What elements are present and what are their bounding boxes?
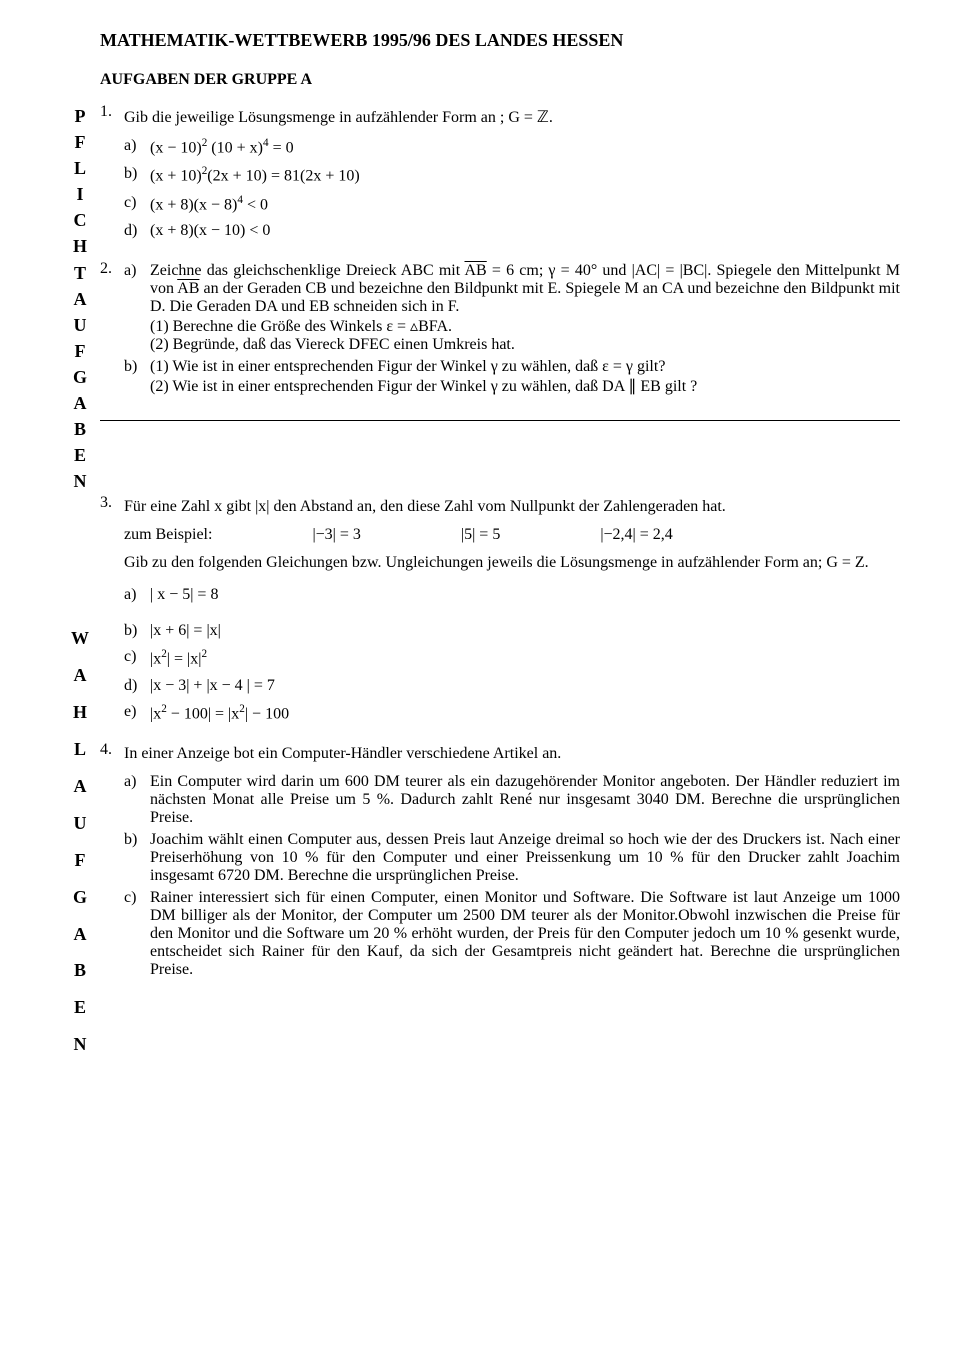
side-letter: A [60,768,100,805]
side-letter: C [60,207,100,233]
side-letter: E [60,442,100,468]
side-letter: B [60,952,100,989]
side-letter: F [60,842,100,879]
sub-label: d) [124,677,150,695]
task3-a: | x − 5| = 8 [150,586,900,604]
task1-a: (x − 10)2 (10 + x)4 = 0 [150,137,900,157]
task-number: 2. [100,260,124,406]
side-letter: G [60,879,100,916]
task2-a: Zeichne das gleichschenklige Dreieck ABC… [150,262,900,354]
sub-label: a) [124,137,150,157]
task4-a: Ein Computer wird darin um 600 DM teurer… [150,773,900,827]
side-letter: W [60,620,100,657]
side-letter: U [60,805,100,842]
task2-b-2: (2) Wie ist in einer entsprechenden Figu… [150,376,900,396]
side-letter: A [60,390,100,416]
task-4: 4. In einer Anzeige bot ein Computer-Hän… [100,741,900,989]
task-1: 1. Gib die jeweilige Lösungsmenge in auf… [100,103,900,250]
wahl-block: W A H L A U F G A B E N b) |x + 6| = |x|… [60,620,900,1063]
side-letter: L [60,155,100,181]
example-2: |5| = 5 [461,526,500,544]
page-title: MATHEMATIK-WETTBEWERB 1995/96 DES LANDES… [100,30,900,51]
side-letter: A [60,916,100,953]
wahl-sidecol: W A H L A U F G A B E N [60,620,100,1063]
section-divider [100,420,900,421]
side-letter: G [60,364,100,390]
task-2: 2. a) Zeichne das gleichschenklige Dreie… [100,260,900,406]
task4-c: Rainer interessiert sich für einen Compu… [150,889,900,979]
sub-label: b) [124,165,150,185]
segment-ab: AB [465,262,487,279]
pflicht-block: P F L I C H T A U F G A B E N 1. [60,103,900,494]
side-letter: N [60,468,100,494]
task1-b: (x + 10)2(2x + 10) = 81(2x + 10) [150,165,900,185]
z-symbol: ℤ [537,107,549,127]
task1-c: (x + 8)(x − 8)4 < 0 [150,194,900,214]
task3-line2: Gib zu den folgenden Gleichungen bzw. Un… [124,554,900,572]
segment-ab: AB [177,280,199,297]
sub-label: a) [124,586,150,604]
sub-label: c) [124,194,150,214]
sub-label: b) [124,831,150,885]
sub-label: a) [124,262,150,354]
side-letter: A [60,657,100,694]
task-number: 3. [100,494,124,614]
task3-d: |x − 3| + |x − 4 | = 7 [150,677,900,695]
sub-label: b) [124,622,150,640]
task-number: 1. [100,103,124,250]
side-letter: F [60,338,100,364]
sub-label: a) [124,773,150,827]
side-letter: T [60,260,100,286]
task1-d: (x + 8)(x − 10) < 0 [150,222,900,240]
side-letter: H [60,233,100,259]
task3-e: |x2 − 100| = |x2| − 100 [150,703,900,723]
side-letter: L [60,731,100,768]
task3-b: |x + 6| = |x| [150,622,900,640]
task4-intro: In einer Anzeige bot ein Computer-Händle… [124,745,900,763]
side-letter: H [60,694,100,731]
task2-b: (1) Wie ist in einer entsprechenden Figu… [150,358,900,396]
side-letter: A [60,286,100,312]
page-subtitle: AUFGABEN DER GRUPPE A [100,71,900,89]
task1-intro: Gib die jeweilige Lösungsmenge in aufzäh… [124,107,900,127]
task-3: 3. Für eine Zahl x gibt |x| den Abstand … [100,494,900,614]
example-3: |−2,4| = 2,4 [600,526,672,544]
pflicht-sidecol: P F L I C H T A U F G A B E N [60,103,100,494]
example-1: |−3| = 3 [312,526,360,544]
side-letter: B [60,416,100,442]
task2-a-2: (2) Begründe, daß das Viereck DFEC einen… [150,336,900,354]
side-letter: P [60,103,100,129]
example-label: zum Beispiel: [124,526,212,544]
task3-intro: Für eine Zahl x gibt |x| den Abstand an,… [124,498,900,516]
sub-label: e) [124,703,150,723]
side-letter: E [60,989,100,1026]
side-letter: I [60,181,100,207]
sub-label: c) [124,889,150,979]
task2-a-1: (1) Berechne die Größe des Winkels ε = ▵… [150,316,900,336]
sub-label: b) [124,358,150,396]
side-letter: U [60,312,100,338]
sub-label: c) [124,648,150,668]
task3-c: |x2| = |x|2 [150,648,900,668]
sub-label: d) [124,222,150,240]
side-letter: N [60,1026,100,1063]
task3-intro-row: 3. Für eine Zahl x gibt |x| den Abstand … [60,494,900,620]
task4-b: Joachim wählt einen Computer aus, dessen… [150,831,900,885]
task2-b-1: (1) Wie ist in einer entsprechenden Figu… [150,358,900,376]
side-letter: F [60,129,100,155]
task-number: 4. [100,741,124,989]
task3-examples: zum Beispiel: |−3| = 3 |5| = 5 |−2,4| = … [124,526,900,544]
